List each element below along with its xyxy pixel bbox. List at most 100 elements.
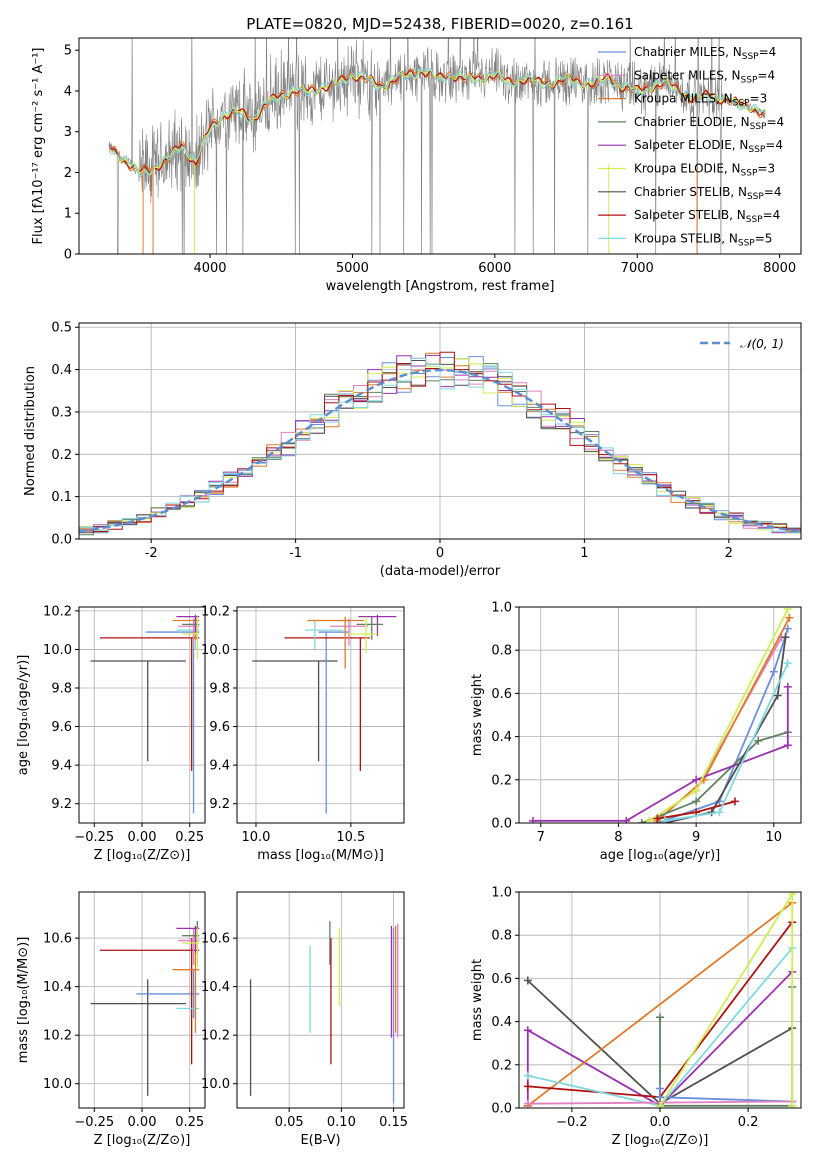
series-marker <box>656 1101 664 1108</box>
y-tick-label: 0.5 <box>51 321 72 336</box>
errorbar-chabrier_stelib <box>252 660 338 762</box>
errorbar-kroupa_elodie <box>347 616 378 654</box>
series-kroupa_stelib <box>661 659 792 823</box>
x-tick-label: 5000 <box>336 261 369 276</box>
y-tick-label: 10.2 <box>201 604 230 619</box>
y-tick-label: 10.2 <box>201 1029 230 1044</box>
y-axis-label: age [log₁₀(age/yr)] <box>16 655 31 776</box>
series-line <box>664 637 787 823</box>
y-tick-label: 2 <box>64 166 72 181</box>
errorbar-salpeter_elodie <box>358 614 397 636</box>
legend-item-chabrier_elodie: Chabrier ELODIE, NSSP=4 <box>598 115 784 132</box>
y-tick-label: 0.6 <box>491 687 512 702</box>
y-tick-label: 0.3 <box>51 405 72 420</box>
y-tick-label: 0.4 <box>491 730 512 745</box>
y-axis-label: mass weight <box>470 674 485 756</box>
x-axis-label: age [log₁₀(age/yr)] <box>600 848 721 863</box>
series-chabrier_elodie <box>656 983 797 1108</box>
legend-item-salpeter_stelib: Salpeter STELIB, NSSP=4 <box>598 208 780 225</box>
series-marker <box>769 667 778 676</box>
series-marker <box>783 624 792 633</box>
y-tick-label: 0.4 <box>51 363 72 378</box>
y-tick-label: 10.0 <box>43 643 72 658</box>
series-marker <box>528 816 537 823</box>
x-tick-label: 8000 <box>763 261 796 276</box>
series-marker <box>773 691 782 700</box>
x-tick-label: 9 <box>692 830 700 845</box>
series-marker <box>783 741 792 750</box>
legend-label: Kroupa STELIB, NSSP=5 <box>634 231 772 248</box>
series-marker <box>754 736 763 745</box>
errorbar-kroupa_elodie <box>182 928 200 968</box>
y-tick-label: 0.0 <box>491 1102 512 1117</box>
legend-item-kroupa_stelib: Kroupa STELIB, NSSP=5 <box>598 231 772 248</box>
x-axis-label: E(B-V) <box>300 1133 340 1148</box>
series-marker <box>692 786 701 795</box>
x-tick-label: −0.25 <box>74 830 114 845</box>
series-line <box>659 892 794 1107</box>
plot-area-age_vs_Z <box>90 614 200 814</box>
gaussian-curve <box>79 368 801 533</box>
series-line <box>533 686 789 822</box>
x-tick-label: 7 <box>537 830 545 845</box>
x-tick-label: 10.5 <box>336 830 365 845</box>
series-line <box>659 987 794 1107</box>
series-marker <box>692 808 701 817</box>
x-tick-label: 1 <box>580 546 588 561</box>
legend-item-chabrier_stelib: Chabrier STELIB, NSSP=4 <box>598 185 782 202</box>
y-tick-label: 0.2 <box>491 773 512 788</box>
series-line <box>649 636 783 822</box>
legend-label: Salpeter ELODIE, NSSP=4 <box>634 138 783 155</box>
x-tick-label: -2 <box>145 546 158 561</box>
errorbar-salpeter_stelib <box>100 637 200 771</box>
plot-area-spectrum <box>108 38 766 254</box>
series-marker <box>637 819 646 823</box>
y-tick-label: 0 <box>64 248 72 263</box>
x-axis-label: Z [log₁₀(Z/Z⊙)] <box>94 848 191 863</box>
y-tick-label: 1 <box>64 207 72 222</box>
x-tick-label: 0.25 <box>175 1115 204 1130</box>
x-tick-label: -1 <box>289 546 302 561</box>
panel-mass_vs_Z: −0.25 0.00 0.25 10.0 10.2 10.4 10.6 Z [log₁₀(Z/… <box>16 891 206 1148</box>
y-tick-label: 9.4 <box>209 759 230 774</box>
x-axis-label: Z [log₁₀(Z/Z⊙)] <box>612 1133 709 1148</box>
y-axis-label: Normed distribution <box>23 366 38 496</box>
plot-area-residuals <box>79 351 801 536</box>
errorbar-chabrier_miles <box>145 631 200 814</box>
errorbar-kroupa_miles <box>307 616 365 669</box>
panel-age_vs_Z: −0.25 0.00 0.25 9.2 9.4 9.6 9.8 10.0 10.2 Z [log₁… <box>16 604 206 863</box>
series-line <box>641 731 789 823</box>
y-axis-label: Flux [fλ10⁻¹⁷ erg cm⁻² s⁻¹ A⁻¹] <box>31 48 46 245</box>
errorbar-chabrier_stelib <box>90 979 186 1096</box>
legend-label: Chabrier ELODIE, NSSP=4 <box>634 115 784 132</box>
legend-item-salpeter_miles: Salpeter MILES, NSSP=4 <box>598 68 775 85</box>
errorbar-chabrier_stelib <box>90 660 186 762</box>
series-marker <box>781 633 790 642</box>
panel-mass_vs_ebv: 0.05 0.10 0.15 10.0 10.2 10.4 10.6 E(B-V) <box>201 891 408 1148</box>
errorbar-chabrier_elodie <box>356 616 384 640</box>
series-marker <box>523 1071 532 1080</box>
series-marker <box>523 976 532 985</box>
y-tick-label: 10.6 <box>43 932 72 947</box>
series-marker <box>523 1082 532 1091</box>
x-tick-label: 4000 <box>193 261 226 276</box>
series-line <box>657 628 789 823</box>
y-tick-label: 10.6 <box>201 932 230 947</box>
errorbar-salpeter_miles <box>329 618 368 646</box>
y-tick-label: 0.2 <box>51 448 72 463</box>
errorbar-salpeter_miles <box>178 928 200 965</box>
y-tick-label: 0.0 <box>491 817 512 832</box>
legend-item-kroupa_miles: Kroupa MILES, NSSP=3 <box>598 92 767 109</box>
series-marker <box>622 816 631 823</box>
series-marker <box>523 1099 532 1108</box>
series-kroupa_elodie <box>645 607 792 823</box>
series-marker <box>788 1101 797 1108</box>
plot-area-age_vs_mass <box>252 614 397 814</box>
plot-area-weight_vs_Z <box>523 892 797 1108</box>
y-tick-label: 10.0 <box>201 1077 230 1092</box>
legend: Chabrier MILES, NSSP=4 Salpeter MILES, NS… <box>598 45 784 248</box>
y-tick-label: 9.6 <box>209 720 230 735</box>
axes-frame <box>518 606 802 824</box>
series-marker <box>645 816 654 823</box>
series-marker <box>783 607 792 614</box>
